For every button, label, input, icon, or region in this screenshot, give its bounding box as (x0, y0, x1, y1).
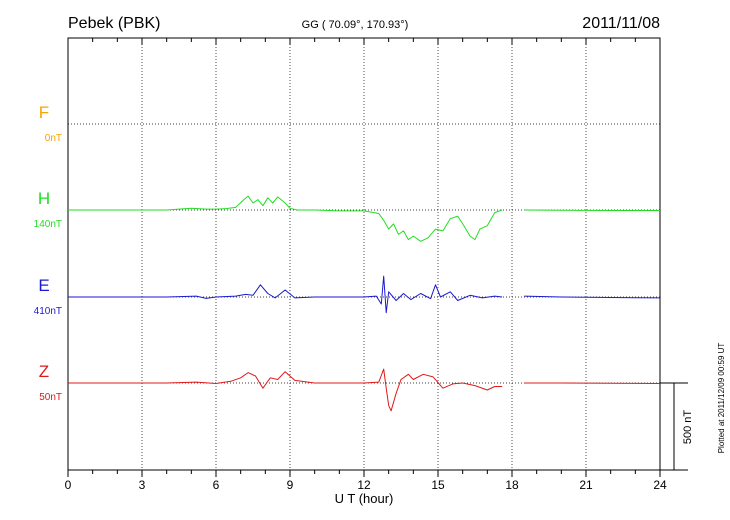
x-tick-label-12: 12 (357, 478, 371, 492)
channel-name-E: E (38, 276, 49, 295)
x-tick-label-21: 21 (579, 478, 593, 492)
scale-bar-label: 500 nT (682, 410, 694, 445)
x-tick-label-9: 9 (287, 478, 294, 492)
channel-offset-E: 410nT (34, 306, 62, 317)
grid (68, 38, 660, 470)
series-line-E (68, 275, 661, 314)
x-tick-label-15: 15 (431, 478, 445, 492)
x-axis: 0 3 6 9 12 15 18 21 24 (65, 38, 667, 492)
x-tick-label-6: 6 (213, 478, 220, 492)
channel-offset-F: 0nT (45, 133, 62, 144)
channel-name-H: H (38, 189, 50, 208)
plot-date: 2011/11/08 (582, 15, 660, 32)
channel-offset-Z: 50nT (39, 392, 62, 403)
channel-name-Z: Z (39, 362, 49, 381)
plotted-note: Plotted at 2011/12/09 00:59 UT (717, 343, 726, 454)
station-coords: GG ( 70.09°, 170.93°) (302, 19, 409, 31)
series-lines (68, 195, 661, 412)
x-tick-label-0: 0 (65, 478, 72, 492)
series-line-H (68, 195, 660, 242)
x-tick-label-24: 24 (653, 478, 667, 492)
x-tick-label-3: 3 (139, 478, 146, 492)
channel-name-F: F (39, 103, 49, 122)
x-tick-label-18: 18 (505, 478, 519, 492)
station-title: Pebek (PBK) (68, 15, 160, 32)
channel-offset-H: 140nT (34, 219, 62, 230)
scale-bar: 500 nT (660, 382, 694, 471)
x-axis-label: U T (hour) (335, 491, 394, 506)
series-line-Z (68, 368, 661, 412)
channel-labels: F 0nT H 140nT E 410nT Z 50nT (34, 103, 62, 403)
